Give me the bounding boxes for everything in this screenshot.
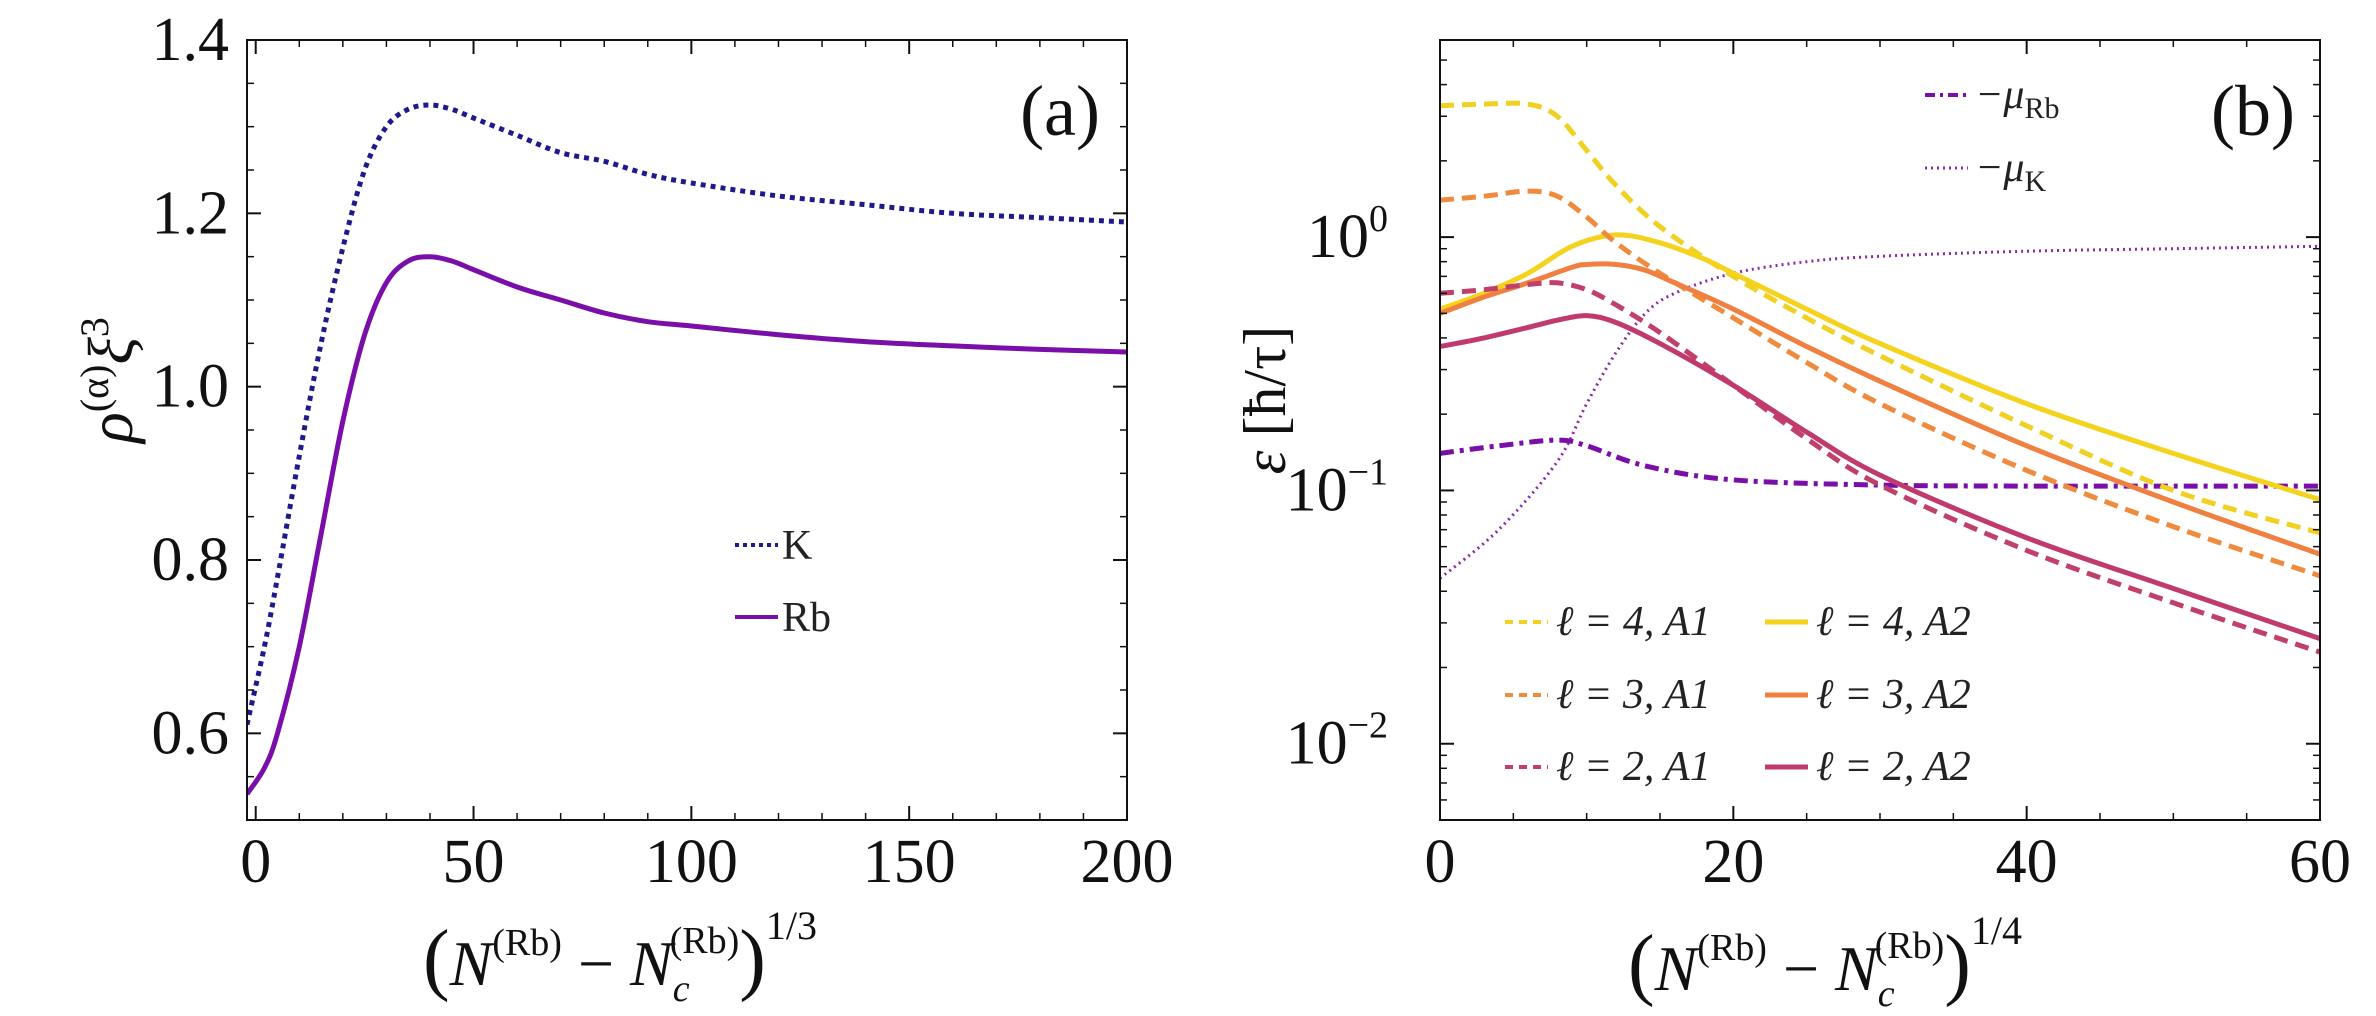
svg-text:ρ(α)ξ3: ρ(α)ξ3: [72, 317, 146, 445]
legend-l3-a2-label: ℓ = 3, A2: [1816, 672, 1971, 718]
panel-a-series: [247, 102, 1127, 796]
panel-a-xtick-label: 100: [645, 828, 738, 896]
panel-a-ytick-label: 0.8: [152, 526, 230, 594]
panel-a-xtick-label: 0: [240, 828, 271, 896]
legend-l4-a2-label: ℓ = 4, A2: [1816, 599, 1971, 645]
ylabel-pow: 3: [72, 317, 117, 337]
legend-l3-a1-label: ℓ = 3, A1: [1556, 672, 1711, 718]
panel-b-label: (b): [2211, 71, 2295, 151]
panel-a-frame: [246, 39, 1128, 821]
legend-mu-k-label: −μK: [1975, 145, 2046, 198]
ylabel-eps: ε: [1232, 450, 1298, 474]
panel-a-series-rb: [247, 254, 1127, 796]
svg-text:ε[ħ/τ]: ε [ħ/τ]: [1232, 326, 1298, 474]
panel-a-label: (a): [1020, 71, 1100, 151]
legend-mu-rb-label: −μRb: [1975, 72, 2059, 125]
panel-b-ticks: 0 20 40 60 10−2 10−1 100: [1286, 39, 2351, 896]
legend-k-label: K: [782, 523, 812, 569]
ylabel-unit: [ħ/τ]: [1232, 326, 1298, 437]
panel-a-ytick-label: 1.2: [152, 179, 230, 247]
panel-b-legend-modes: ℓ = 4, A1 ℓ = 4, A2 ℓ = 3, A1 ℓ = 3, A2 …: [1505, 599, 1971, 790]
panel-a-ytick-label: 1.4: [152, 6, 230, 74]
panel-b-series-2-a2: [1440, 313, 2320, 641]
legend-l4-a1-label: ℓ = 4, A1: [1556, 599, 1711, 645]
panel-b-ytick-label: 10−2: [1286, 705, 1388, 778]
panel-a-ylabel: ρ(α)ξ3: [72, 317, 146, 445]
panel-b-xtick-label: 40: [1996, 828, 2058, 896]
panel-b-series-3-a1: [1440, 188, 2320, 579]
ylabel-alpha: (α): [72, 365, 117, 413]
panel-b-xlabel: (N(Rb) − Nc(Rb))1/4: [1628, 908, 2022, 1015]
panel-b-series-rb: [1440, 437, 2320, 489]
panel-a-xtick-label: 150: [863, 828, 956, 896]
panel-b-xtick-label: 0: [1425, 828, 1456, 896]
panel-a-xtick-label: 200: [1081, 828, 1174, 896]
panel-b-xtick-label: 60: [2289, 828, 2351, 896]
panel-a-series-k: [247, 102, 1127, 726]
panel-b: 0 20 40 60 10−2 10−1 100 (b) −μRb −μK ℓ = 4, A…: [1232, 39, 2351, 1015]
panel-a: 0 50 100 150 200 0.6 0.8 1.0 1.2 1.4 (a) K Rb ρ(α…: [72, 6, 1174, 1010]
panel-a-xlabel: (N(Rb) − Nc(Rb))1/3: [423, 903, 817, 1010]
panel-b-series-k: [1440, 244, 2320, 580]
panel-a-ticks: 0 50 100 150 200 0.6 0.8 1.0 1.2 1.4: [152, 6, 1174, 896]
panel-a-ytick-label: 1.0: [152, 353, 230, 421]
panel-b-legend-mu: −μRb −μK: [1925, 72, 2059, 198]
ylabel-xi: ξ: [75, 337, 146, 365]
panel-a-xtick-label: 50: [443, 828, 505, 896]
panel-b-series-2-a1: [1440, 280, 2320, 655]
legend-l2-a1-label: ℓ = 2, A1: [1556, 744, 1711, 790]
panel-b-series-3-a2: [1440, 261, 2320, 557]
legend-l2-a2-label: ℓ = 2, A2: [1816, 744, 1971, 790]
panel-a-ytick-label: 0.6: [152, 699, 230, 767]
legend-rb-label: Rb: [782, 595, 831, 641]
panel-b-ytick-label: 10−1: [1286, 451, 1388, 524]
panel-a-legend: K Rb: [735, 523, 831, 641]
panel-b-frame: [1439, 39, 2321, 821]
panel-b-xtick-label: 20: [1702, 828, 1764, 896]
panel-b-ytick-label: 100: [1307, 198, 1388, 271]
panel-b-series: [1440, 100, 2320, 655]
ylabel-rho: ρ: [75, 412, 146, 445]
panel-b-ylabel: ε [ħ/τ]: [1232, 326, 1298, 474]
panel-b-series-4-a2: [1440, 232, 2320, 502]
